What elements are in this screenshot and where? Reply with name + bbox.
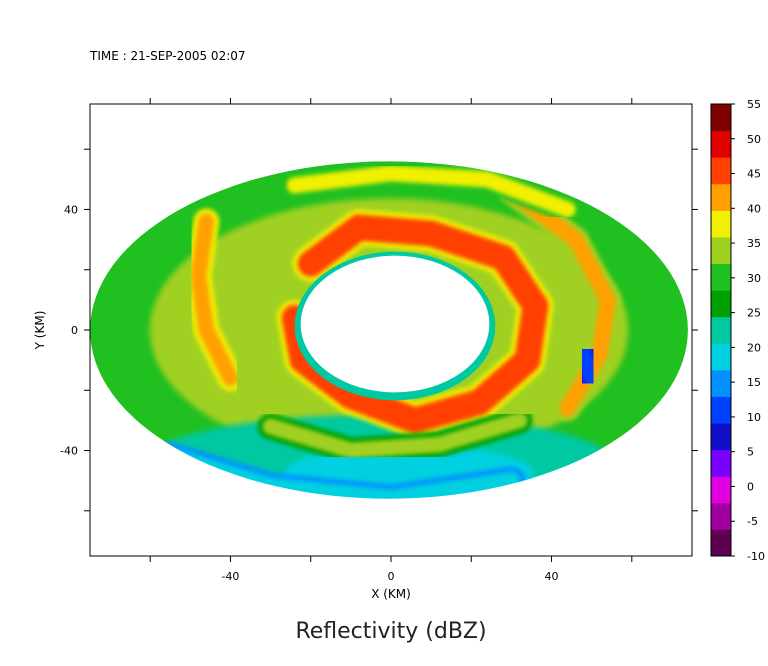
colorbar-swatch <box>711 290 731 318</box>
y-tick-label: 40 <box>64 203 78 216</box>
colorbar-tick-label: 50 <box>747 133 761 146</box>
x-axis-label: X (KM) <box>371 587 411 601</box>
colorbar-swatch <box>711 263 731 291</box>
missing-sector <box>90 450 371 556</box>
colorbar-swatch <box>711 316 731 344</box>
colorbar-frame <box>710 103 732 557</box>
colorbar-tick-label: -5 <box>747 515 758 528</box>
band-weak-cell-east <box>574 345 601 388</box>
colorbar-tick-label: 5 <box>747 446 754 459</box>
colorbar-swatch <box>711 502 731 530</box>
x-tick-label: 0 <box>388 570 395 583</box>
colorbar-swatch <box>711 449 731 477</box>
colorbar-tick-label: 55 <box>747 98 761 111</box>
colorbar-swatch <box>711 236 731 265</box>
reflectivity-field <box>90 104 692 556</box>
colorbar-swatch <box>711 130 731 158</box>
colorbar-swatch <box>711 104 731 132</box>
axes: -40 0 40 -40 0 40 <box>60 98 698 583</box>
time-label: TIME : 21-SEP-2005 02:07 <box>89 49 246 63</box>
colorbar-tick-label: 15 <box>747 376 761 389</box>
colorbar-swatch <box>711 423 731 451</box>
band-rainband-north <box>286 165 576 218</box>
y-tick-label: -40 <box>60 445 78 458</box>
x-tick-label: -40 <box>221 570 239 583</box>
colorbar-swatch <box>711 396 731 424</box>
chart-title: Reflectivity (dBZ) <box>295 619 486 644</box>
y-tick-label: 0 <box>71 324 78 337</box>
colorbar-swatch <box>711 369 731 397</box>
colorbar-tick-label: 0 <box>747 480 754 493</box>
eye <box>300 255 490 393</box>
colorbar-swatch <box>711 183 731 211</box>
band-rainband-west <box>190 213 239 387</box>
colorbar-tick-label: 25 <box>747 307 761 320</box>
colorbar-tick-label: 10 <box>747 411 761 424</box>
colorbar-swatch <box>711 476 731 504</box>
colorbar-swatch <box>711 210 731 238</box>
colorbar-tick-label: 40 <box>747 202 761 215</box>
y-axis-label: Y (KM) <box>33 311 47 351</box>
colorbar-tick-label: 30 <box>747 272 761 285</box>
band-rainband-south <box>262 412 528 459</box>
x-tick-label: 40 <box>545 570 559 583</box>
colorbar-tick-label: 20 <box>747 341 761 354</box>
colorbar-tick-label: 35 <box>747 237 761 250</box>
colorbar-swatch <box>711 157 731 185</box>
colorbar-swatch <box>711 343 731 371</box>
colorbar-swatch <box>711 529 731 557</box>
colorbar-tick-label: 45 <box>747 168 761 181</box>
colorbar-tick-label: -10 <box>747 550 765 563</box>
colorbar: -10 -5 0 5 10 15 20 25 30 35 40 45 50 55 <box>710 98 765 563</box>
